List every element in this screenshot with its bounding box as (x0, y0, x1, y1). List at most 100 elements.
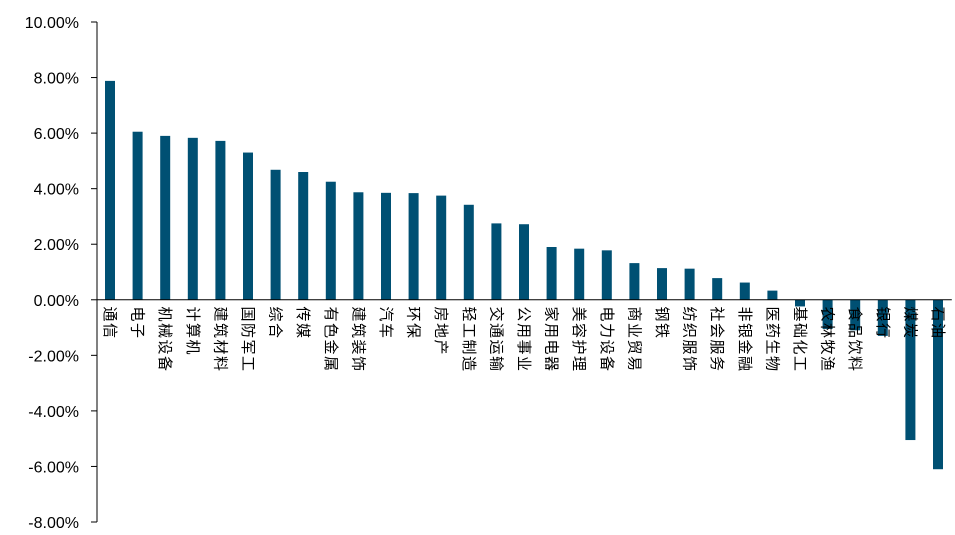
category-label-char: 建 (349, 307, 367, 322)
category-label-char: 务 (708, 356, 726, 371)
bar-28 (850, 299, 861, 331)
category-label-char: 非 (736, 307, 754, 322)
category-label-char: 物 (763, 356, 781, 371)
category-label-char: 商 (625, 307, 643, 322)
category-label-char: 装 (349, 340, 367, 355)
y-tick-label: 0.00% (34, 293, 79, 310)
category-labels-layer: 通信电子机械设备计算机建筑材料国防军工综合传媒有色金属建筑装饰汽车环保房地产轻工… (101, 307, 947, 372)
y-tick-label: -8.00% (28, 515, 79, 531)
bar-22 (684, 268, 695, 300)
category-label-char: 运 (487, 340, 505, 355)
y-tick-label: 8.00% (34, 71, 79, 88)
category-label-char: 容 (570, 323, 588, 338)
bar-7 (270, 169, 281, 300)
category-label-char: 传 (294, 307, 312, 322)
category-label-char: 渔 (819, 356, 837, 371)
bar-1 (105, 80, 115, 300)
category-label-char: 护 (570, 340, 588, 355)
category-label-char: 公 (515, 307, 533, 322)
category-label-char: 输 (487, 356, 505, 371)
category-label-char: 轻 (460, 307, 478, 322)
category-label-char: 工 (460, 323, 478, 338)
category-label-char: 合 (267, 323, 285, 338)
y-tick-label: 4.00% (34, 182, 79, 199)
category-label-char: 属 (322, 356, 340, 371)
category-label: 综合 (267, 307, 285, 339)
category-label-char: 石 (929, 307, 947, 322)
bar-19 (601, 250, 612, 300)
category-label-char: 会 (708, 323, 726, 338)
bar-5 (215, 140, 226, 300)
category-label-char: 理 (570, 356, 588, 371)
axis-layer: -8.00% -6.00% -4.00% -2.00% 0.00% 2.00% 4.00% 6… (25, 15, 952, 532)
category-label-char: 地 (432, 323, 450, 338)
category-label-char: 饮 (846, 340, 864, 355)
category-label-char: 子 (129, 323, 147, 338)
y-tick-label: 6.00% (34, 126, 79, 143)
category-label-char: 行 (874, 323, 892, 338)
category-label-char: 业 (625, 323, 643, 338)
category-label: 煤炭 (901, 307, 919, 339)
y-tick-label: -2.00% (28, 348, 79, 365)
category-label-char: 品 (846, 323, 864, 338)
category-label-char: 社 (708, 307, 726, 322)
category-label-char: 电 (129, 307, 147, 322)
bar-29 (877, 299, 888, 336)
category-label-char: 筑 (211, 323, 229, 338)
bar-21 (657, 268, 667, 300)
bar-20 (629, 263, 640, 300)
category-label-char: 银 (736, 323, 754, 338)
category-label: 传媒 (294, 307, 312, 339)
category-label-char: 用 (515, 323, 533, 338)
category-label-char: 美 (570, 307, 588, 322)
category-label-char: 贸 (625, 340, 643, 355)
category-label-char: 织 (681, 323, 699, 338)
bar-31 (933, 299, 943, 470)
bar-11 (381, 192, 391, 300)
category-label-char: 算 (184, 323, 202, 338)
category-label-char: 融 (736, 356, 754, 371)
category-label-char: 综 (267, 307, 285, 322)
category-label-char: 建 (211, 307, 229, 322)
category-label-char: 事 (515, 340, 533, 355)
bar-17 (546, 247, 557, 300)
bar-30 (905, 299, 916, 441)
bar-2 (132, 131, 143, 300)
category-label-char: 汽 (377, 307, 395, 322)
category-label-char: 服 (681, 340, 699, 355)
category-label: 钢铁 (653, 307, 671, 339)
category-label-char: 易 (625, 356, 643, 371)
category-label-char: 机 (184, 340, 202, 355)
category-label: 石油 (929, 307, 947, 339)
category-label: 通信 (101, 307, 119, 339)
category-label-char: 料 (211, 356, 229, 371)
category-label-char: 础 (791, 323, 809, 338)
category-label-char: 房 (432, 307, 450, 322)
category-label-char: 煤 (901, 307, 919, 322)
category-label: 环保 (405, 307, 423, 339)
category-label-char: 纺 (681, 307, 699, 322)
category-label-char: 银 (874, 307, 892, 322)
category-label-char: 农 (819, 307, 837, 322)
y-tick-label: 2.00% (34, 237, 79, 254)
y-tick-label: 10.00% (25, 15, 79, 32)
category-label: 银行 (874, 307, 892, 339)
category-label-char: 饰 (349, 356, 367, 371)
category-label-char: 饰 (681, 356, 699, 371)
bar-8 (298, 172, 309, 300)
category-label-char: 媒 (294, 323, 312, 338)
category-label-char: 林 (819, 323, 837, 338)
category-label-char: 国 (239, 307, 257, 322)
category-label-char: 电 (598, 307, 616, 322)
category-label-char: 金 (736, 340, 754, 355)
